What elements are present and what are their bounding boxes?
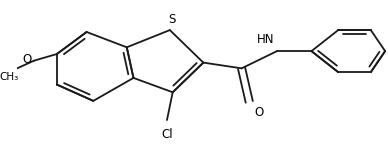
Text: O: O bbox=[254, 106, 263, 119]
Text: Cl: Cl bbox=[161, 128, 173, 141]
Text: HN: HN bbox=[256, 33, 274, 46]
Text: O: O bbox=[23, 53, 32, 66]
Text: S: S bbox=[168, 13, 175, 26]
Text: CH₃: CH₃ bbox=[0, 72, 19, 82]
